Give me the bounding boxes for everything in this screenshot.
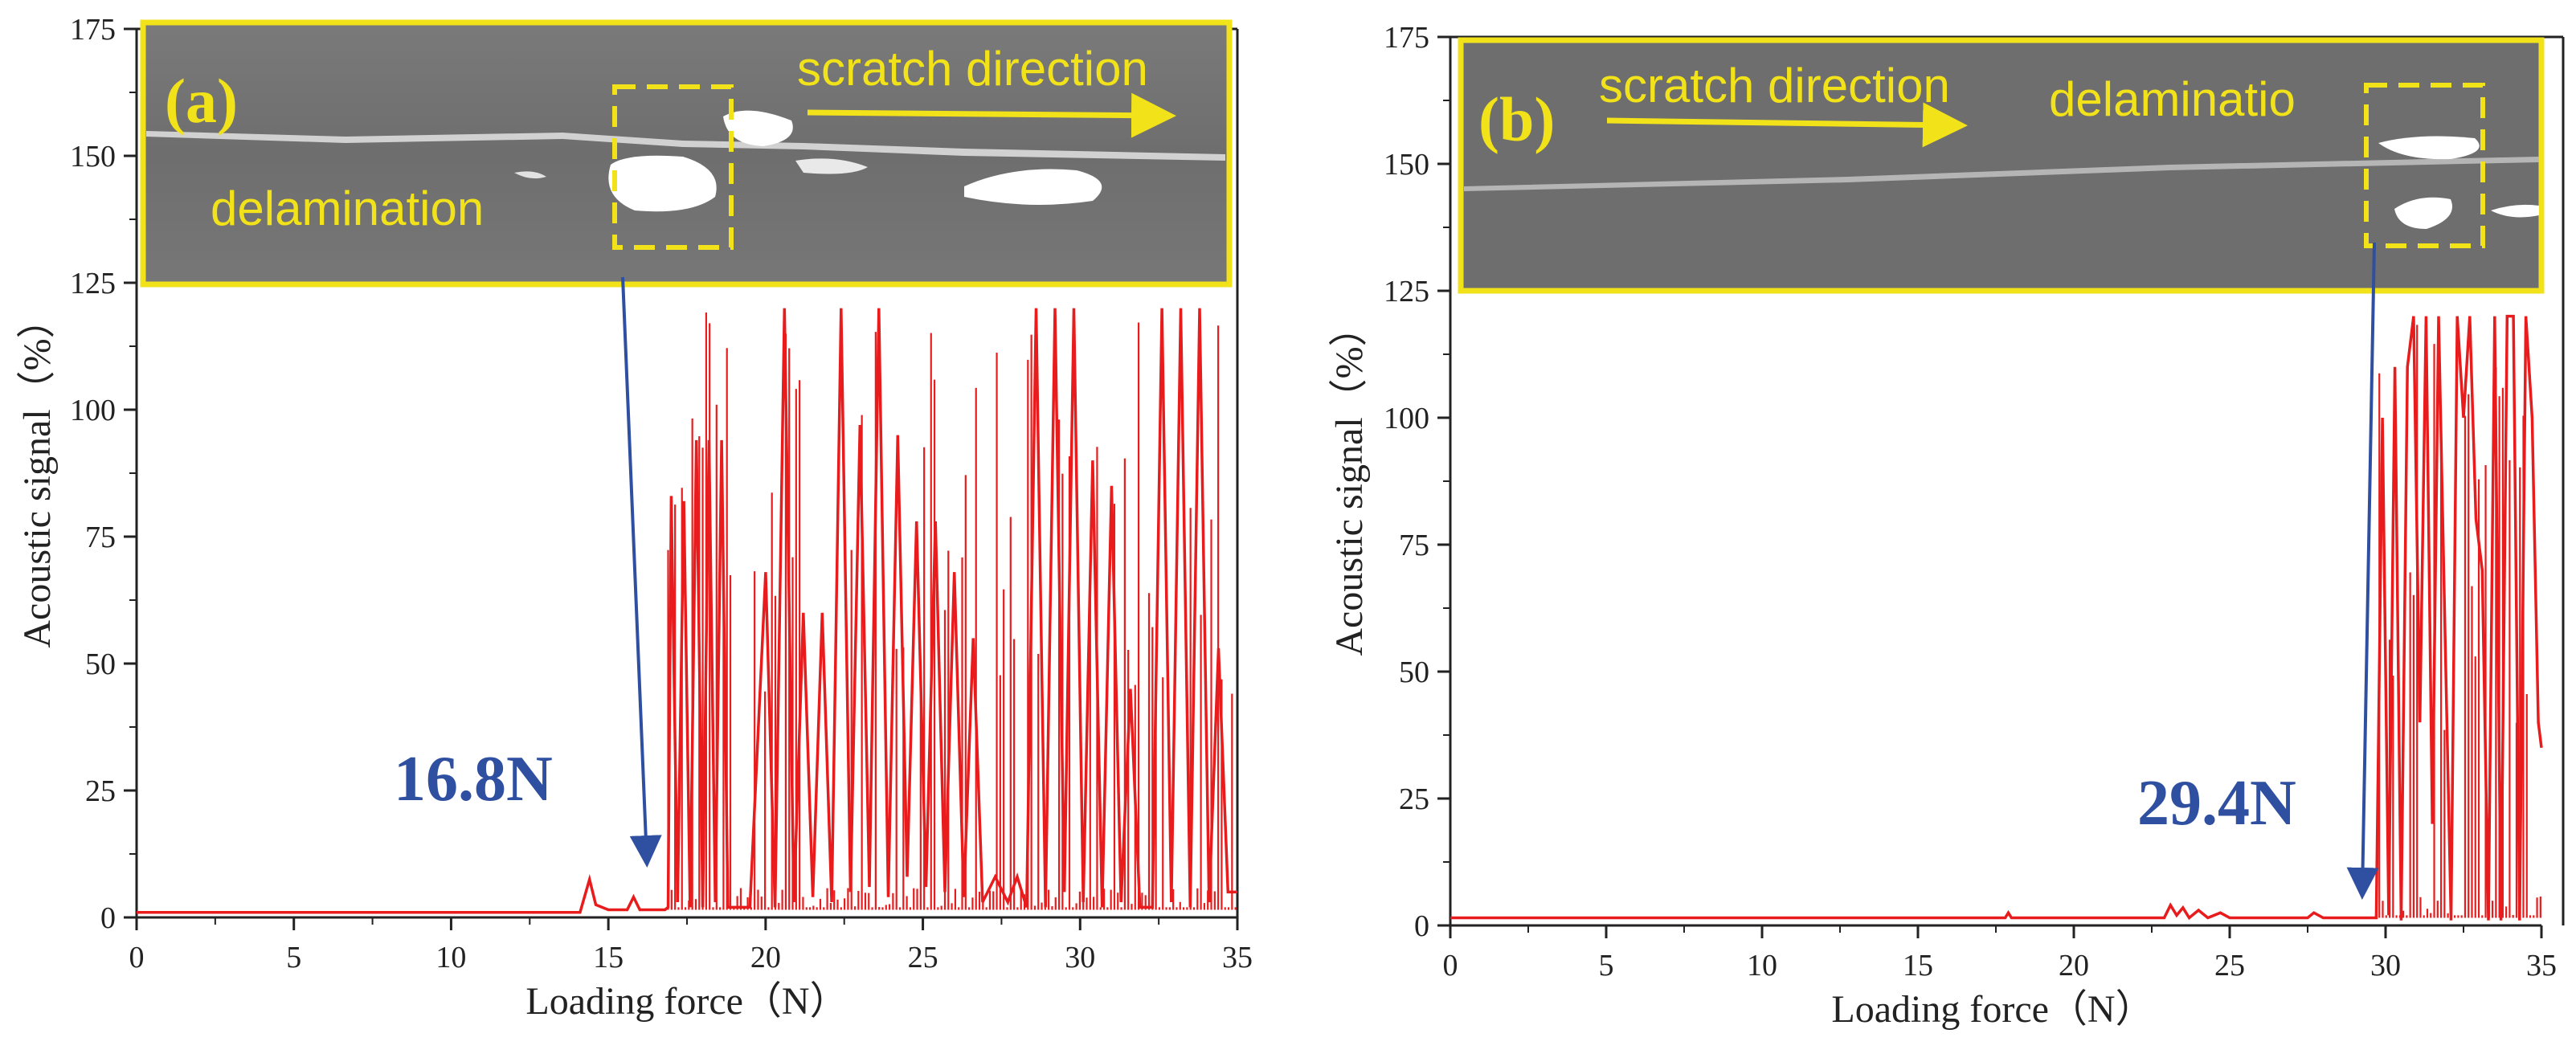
panel-b-y-tick-label: 150 (1384, 148, 1429, 182)
panel-b-x-tick-label: 10 (1747, 949, 1777, 982)
panel-b-signal-series (1450, 314, 2543, 921)
panel-b-y-axis-title: Acoustic signal（%） (1328, 308, 1371, 656)
panel-a-y-tick-label: 150 (70, 140, 116, 174)
panel-b-x-axis-title: Loading force（N） (1831, 988, 2153, 1031)
panel-b-letter: (b) (1478, 84, 1555, 154)
panel-b-y-tick-label: 0 (1414, 909, 1429, 943)
panel-b-delam-spot (2378, 136, 2480, 160)
panel-a-inset-frame (140, 19, 1233, 288)
panel-a-x-tick-label: 5 (286, 941, 301, 974)
panel-a-x-tick-label: 20 (750, 941, 781, 974)
panel-a-x-tick-label: 30 (1065, 941, 1095, 974)
panel-b-x-tick-label: 35 (2526, 949, 2557, 982)
panel-a-x-tick-label: 15 (593, 941, 624, 974)
panel-b-critical-load-arrow (2346, 242, 2379, 900)
panel-a-x-tick-label: 0 (129, 941, 145, 974)
panel-b-y-tick-label: 25 (1399, 782, 1429, 816)
panel-a-x-axis-title: Loading force（N） (525, 980, 848, 1023)
panel-a-direction-arrow (807, 92, 1176, 138)
panel-b-x-tick-label: 0 (1443, 949, 1458, 982)
panel-b-x-tick-label: 15 (1903, 949, 1933, 982)
panel-a-y-tick-label: 125 (70, 267, 116, 300)
panel-a-delam-spot (608, 155, 717, 212)
panel-a-y-tick-label: 75 (85, 521, 116, 554)
panel-b-y-tick-label: 100 (1384, 402, 1429, 435)
panel-b-delamination-label: delaminatio (2049, 72, 2296, 126)
panel-a-critical-load-label: 16.8N (394, 744, 553, 815)
panel-a-delam-spot (514, 171, 546, 179)
panel-a-x-tick-label: 25 (908, 941, 938, 974)
panel-a-x-tick-label: 35 (1222, 941, 1253, 974)
panel-a-y-tick-label: 100 (70, 394, 116, 427)
panel-b-delam-spot (2394, 197, 2452, 229)
panel-b-direction-arrow (1606, 102, 1968, 148)
panel-b-inset-micrograph: (b) scratch direction delaminatio (1458, 37, 2545, 294)
panel-b-x-tick-label: 5 (1599, 949, 1614, 982)
panel-a-y-tick-label: 25 (85, 774, 116, 808)
panel-a-x-tick-label: 10 (435, 941, 466, 974)
panel-a-inset-micrograph: (a) scratch direction delamination (140, 19, 1233, 288)
panel-b-ticks: 0 5 10 15 20 25 30 35 0 25 50 75 100 125 150 175 (1384, 21, 2557, 982)
panel-a-y-tick-label: 175 (70, 13, 116, 47)
panel-a-y-tick-label: 0 (100, 901, 116, 935)
panel-b-y-tick-label: 125 (1384, 275, 1429, 308)
panel-a-delam-spot (795, 158, 868, 174)
panel-b-y-tick-label: 50 (1399, 656, 1429, 689)
panel-b-delam-spot (2491, 204, 2539, 218)
panel-b-scratch-track (1464, 157, 2539, 191)
panel-a-y-tick-label: 50 (85, 647, 116, 681)
panel-a-signal-series (137, 308, 1237, 914)
panel-b-scratch-direction-label: scratch direction (1599, 59, 1950, 112)
panel-a-scratch-direction-label: scratch direction (797, 42, 1148, 96)
panel-b-critical-load-label: 29.4N (2137, 768, 2296, 839)
panel-a-highlight-box (612, 84, 734, 250)
panel-b-signal-layer (1450, 314, 2543, 921)
panel-a-letter: (a) (165, 66, 238, 136)
panel-a-y-axis-title: Acoustic signal（%） (16, 300, 59, 647)
panel-b-x-tick-label: 30 (2370, 949, 2401, 982)
panel-b: 0 5 10 15 20 25 30 35 0 25 50 75 100 125 150 175 (b) sc… (1328, 21, 2565, 1031)
panel-a-delam-spot (723, 110, 793, 146)
panel-b-y-tick-label: 75 (1399, 529, 1429, 562)
panel-a-delam-spot (964, 169, 1102, 205)
panel-a-delamination-label: delamination (211, 182, 484, 235)
panel-a: 0 5 10 15 20 25 30 35 0 25 50 75 100 125 150 175 (a) sc… (16, 13, 1253, 1023)
panel-b-x-tick-label: 20 (2059, 949, 2089, 982)
panel-a-ticks: 0 5 10 15 20 25 30 35 0 25 50 75 100 125 150 175 (70, 13, 1253, 974)
panel-b-y-tick-label: 175 (1384, 21, 1429, 55)
panel-a-critical-load-arrow (621, 276, 662, 868)
panel-a-signal-layer (137, 308, 1237, 914)
panel-b-highlight-box (2364, 83, 2485, 248)
panel-b-x-tick-label: 25 (2214, 949, 2245, 982)
panel-a-scratch-track (146, 131, 1225, 161)
